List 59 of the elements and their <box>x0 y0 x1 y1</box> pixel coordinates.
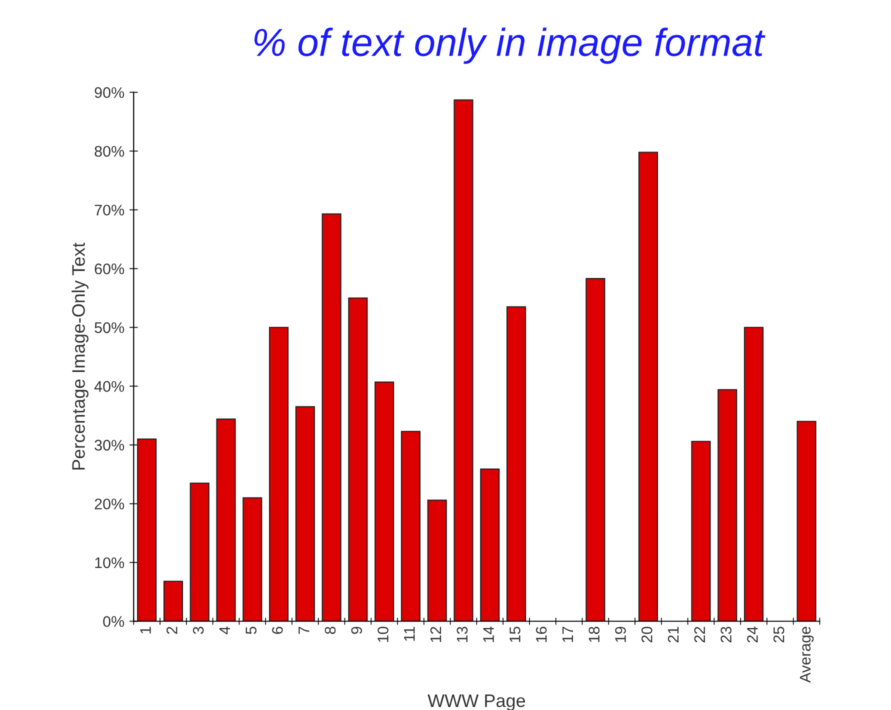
x-tick-label: 7 <box>298 626 310 634</box>
y-tick-label: 70% <box>94 204 124 216</box>
x-tick-label: 15 <box>510 626 520 642</box>
bar <box>322 213 342 622</box>
bar <box>480 468 500 622</box>
y-tick-label: 90% <box>94 87 124 98</box>
x-tick-label: 16 <box>536 626 547 642</box>
x-tick-label: 9 <box>351 626 362 634</box>
bar <box>374 381 394 622</box>
bar <box>454 99 474 622</box>
bar <box>506 306 526 622</box>
bar <box>718 389 738 622</box>
y-tick-label: 30% <box>94 440 124 451</box>
x-tick-label: 17 <box>562 626 573 642</box>
x-tick-label: Average <box>800 626 814 683</box>
x-tick-label: 19 <box>615 626 626 642</box>
x-tick-label: 13 <box>456 626 468 642</box>
chart-title: % of text only in image format <box>254 28 766 64</box>
x-tick-label: 6 <box>272 626 283 634</box>
y-tick-label: 80% <box>94 146 124 157</box>
bar <box>691 440 711 622</box>
bar <box>586 278 606 622</box>
x-tick-label: 24 <box>747 626 758 642</box>
y-tick-label: 50% <box>94 322 124 334</box>
x-tick-label: 11 <box>404 626 415 641</box>
y-tick-label: 10% <box>95 557 124 568</box>
x-tick-label: 5 <box>246 626 256 634</box>
bar <box>427 500 447 622</box>
bar <box>242 497 262 622</box>
bar <box>744 326 764 622</box>
x-tick-label: 1 <box>140 626 151 634</box>
x-tick-label: 23 <box>720 626 732 642</box>
bar <box>348 297 368 622</box>
x-tick-label: 20 <box>641 626 652 642</box>
y-tick-label: 60% <box>94 263 124 274</box>
bar <box>268 326 289 622</box>
bar <box>400 430 421 622</box>
bar <box>796 420 816 622</box>
x-tick-label: 10 <box>378 626 388 642</box>
y-tick-label: 40% <box>94 381 124 392</box>
bar <box>295 406 315 622</box>
x-tick-label: 3 <box>192 626 204 634</box>
bar <box>638 152 658 622</box>
x-tick-label: 25 <box>773 626 784 642</box>
x-tick-label: 8 <box>324 626 336 634</box>
bar <box>190 482 210 622</box>
y-tick-label: 0% <box>103 616 124 627</box>
x-tick-label: 2 <box>166 626 178 634</box>
x-tick-label: 14 <box>483 626 494 642</box>
x-tick-label: 18 <box>588 626 600 642</box>
bar <box>137 438 157 622</box>
bar <box>163 580 184 622</box>
x-tick-label: 12 <box>430 626 442 642</box>
x-tick-label: 4 <box>219 626 230 634</box>
x-tick-label: 22 <box>694 626 705 642</box>
y-tick-label: 20% <box>94 498 124 510</box>
bar <box>216 418 236 622</box>
x-tick-label: 21 <box>668 626 679 642</box>
y-axis-title: Percentage Image-Only Text <box>72 242 88 470</box>
